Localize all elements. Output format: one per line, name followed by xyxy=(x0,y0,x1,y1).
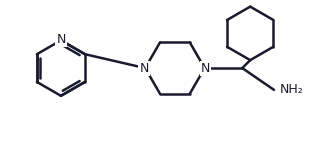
Text: N: N xyxy=(140,62,149,75)
Text: NH₂: NH₂ xyxy=(280,83,304,96)
Text: N: N xyxy=(56,33,66,46)
Text: N: N xyxy=(201,62,210,75)
